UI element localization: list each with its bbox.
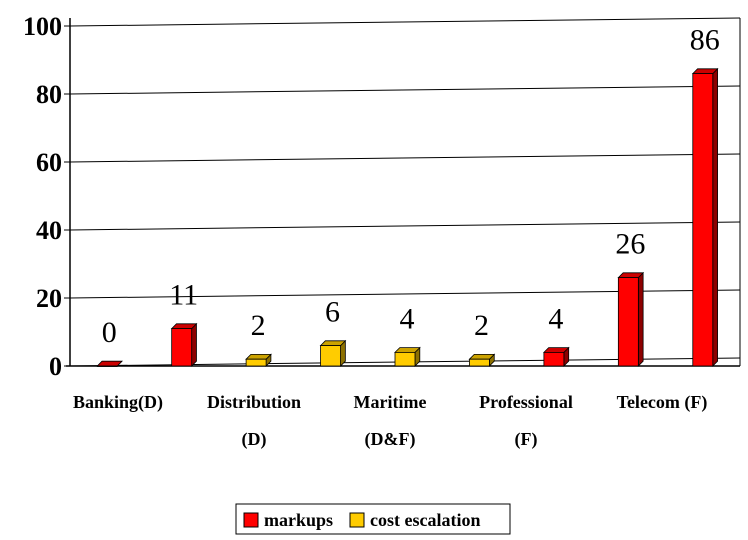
y-tick-label: 20: [36, 284, 62, 313]
y-tick-label: 80: [36, 80, 62, 109]
legend-swatch-markups: [243, 512, 259, 528]
x-tick-label: Distribution: [207, 392, 301, 412]
bar-5: [469, 358, 490, 367]
bar-4: [394, 351, 416, 367]
data-label: 0: [102, 316, 117, 349]
y-tick-label: 60: [36, 148, 62, 177]
bar-2: [245, 358, 267, 367]
bar-1-top: [170, 323, 198, 330]
data-label: 11: [169, 279, 198, 312]
y-tick-label: 40: [36, 216, 62, 245]
x-tick-label: Professional: [479, 392, 573, 412]
bar-8-side: [712, 67, 718, 367]
y-tick-label: 100: [23, 12, 62, 41]
bar-5-top: [468, 353, 496, 360]
gridline-100: [69, 17, 741, 27]
legend-swatch-cost_escalation: [349, 512, 365, 528]
gridline-60: [69, 153, 741, 163]
bar-6: [543, 351, 565, 367]
x-tick-label: (D&F): [365, 429, 416, 450]
x-tick-label: (F): [515, 429, 538, 450]
data-label: 4: [400, 302, 415, 335]
bar-7-side: [637, 271, 644, 367]
x-tick-label: (D): [242, 429, 267, 450]
bar-7: [617, 277, 639, 367]
gridline-80: [69, 85, 741, 95]
bar-0-top: [96, 360, 123, 367]
x-tick-label: Maritime: [354, 392, 427, 412]
bar-2-top: [245, 353, 272, 360]
bar-6-top: [542, 347, 570, 353]
legend-label-markups: markups: [264, 510, 333, 530]
gridline-40: [69, 221, 741, 231]
data-label: 2: [251, 309, 266, 342]
legend-box: [235, 503, 511, 535]
bar-4-top: [394, 347, 421, 353]
bar-8: [692, 73, 714, 367]
legend-label-cost_escalation: cost escalation: [370, 510, 480, 530]
x-tick-label: Banking(D): [73, 392, 163, 413]
bar-8-top: [691, 68, 719, 74]
data-label: 26: [615, 228, 645, 261]
data-label: 4: [548, 302, 563, 335]
y-tick-label: 0: [49, 352, 62, 381]
bar-7-top: [617, 272, 645, 279]
data-label: 2: [474, 309, 489, 342]
bar-0: [96, 365, 118, 367]
bar-3: [320, 345, 341, 367]
bar-3-top: [319, 340, 347, 347]
data-label: 6: [325, 296, 340, 329]
bar-1: [171, 328, 193, 367]
bar-1-side: [191, 322, 197, 367]
data-label: 86: [690, 24, 720, 57]
x-tick-label: Telecom (F): [617, 392, 708, 413]
